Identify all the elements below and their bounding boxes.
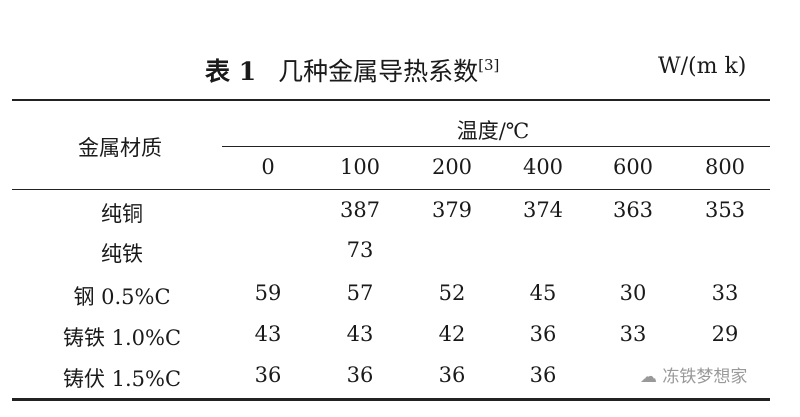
header-rule (12, 189, 770, 190)
table-cell: 374 (522, 198, 564, 222)
table-cell: 57 (346, 281, 374, 305)
wechat-icon: ☁ (640, 367, 663, 387)
table-cell: 36 (254, 363, 282, 387)
watermark: ☁ 冻铁梦想家 (640, 367, 748, 387)
unit-label: W/(m k) (658, 54, 747, 79)
column-header: 400 (522, 155, 564, 179)
column-header: 800 (704, 155, 746, 179)
row-label: 钢 0.5%C (73, 285, 171, 309)
table-cell: 363 (612, 198, 654, 222)
table-cell: 73 (346, 238, 374, 262)
table-cell: 33 (619, 322, 647, 346)
table-cell: 33 (711, 281, 739, 305)
title-text: 几种金属导热系数 (278, 57, 479, 86)
table-cell: 59 (254, 281, 282, 305)
row-label: 纯铜 (101, 202, 143, 226)
row-label: 纯铁 (101, 242, 143, 266)
row-label: 铸伏 1.5%C (62, 367, 182, 391)
row-label: 铸铁 1.0%C (62, 326, 182, 350)
table-cell: 43 (254, 322, 282, 346)
table-cell: 42 (438, 322, 466, 346)
table-cell: 29 (711, 322, 739, 346)
table-cell: 379 (431, 198, 473, 222)
table-title: 表 1 几种金属导热系数[3] (205, 52, 499, 88)
table-number: 表 1 (205, 57, 257, 86)
table-cell: 43 (346, 322, 374, 346)
bottom-rule (12, 398, 770, 401)
table-cell: 353 (704, 198, 746, 222)
sub-rule (222, 146, 770, 147)
table-cell: 387 (339, 198, 381, 222)
table-cell: 36 (529, 322, 557, 346)
column-header: 600 (612, 155, 654, 179)
column-header: 100 (339, 155, 381, 179)
group-header: 温度/℃ (456, 119, 530, 143)
table-cell: 36 (438, 363, 466, 387)
table-cell: 52 (438, 281, 466, 305)
table-cell: 36 (346, 363, 374, 387)
top-rule (12, 99, 770, 101)
table-cell: 45 (529, 281, 557, 305)
table-cell: 36 (529, 363, 557, 387)
row-header: 金属材质 (78, 136, 162, 160)
column-header: 200 (431, 155, 473, 179)
table-cell: 30 (619, 281, 647, 305)
column-header: 0 (261, 155, 275, 179)
reference: [3] (478, 56, 500, 74)
